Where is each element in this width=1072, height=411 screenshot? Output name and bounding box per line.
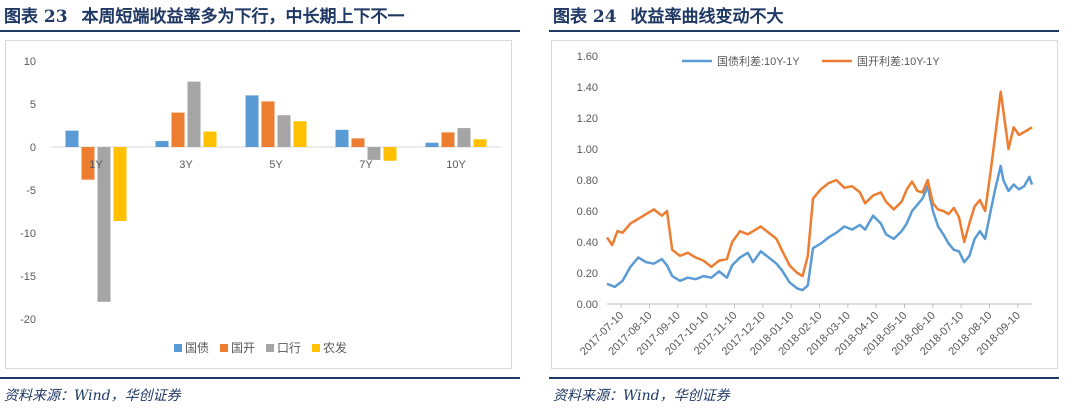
- bar-国债-7Y: [335, 129, 349, 147]
- y-tick-label: 0: [30, 142, 36, 154]
- bar-国开-3Y: [171, 112, 185, 147]
- left-panel: 图表 23 本周短端收益率多为下行，中长期上下不一 10 5 0 -5 -10 -15 -2…: [0, 0, 520, 411]
- y-tick-label: -5: [26, 185, 36, 197]
- legend-label-口行: 口行: [277, 341, 301, 355]
- right-figure-number: 图表 24: [553, 7, 617, 27]
- y-tick-label: -10: [20, 228, 36, 240]
- left-figure-title: 图表 23 本周短端收益率多为下行，中长期上下不一: [4, 2, 413, 27]
- bar-chart-frame: 10 5 0 -5 -10 -15 -20 1Y 3Y 5Y 7Y 10Y 国债 国开 口行 农发: [5, 40, 512, 369]
- y-tick-label: 0.60: [577, 206, 598, 218]
- x-category-label: 5Y: [269, 159, 283, 171]
- y-tick-label: 0.40: [577, 237, 598, 249]
- y-tick-label: 0.20: [577, 268, 598, 280]
- x-category-label: 10Y: [446, 159, 466, 171]
- left-figure-number: 图表 23: [4, 7, 68, 27]
- legend-label-国开: 国开: [231, 341, 255, 355]
- legend-swatch-口行: [266, 344, 274, 352]
- left-figure-caption: 本周短端收益率多为下行，中长期上下不一: [81, 7, 405, 27]
- series-line-国开利差:10Y-1Y: [605, 90, 1033, 278]
- x-category-label: 1Y: [89, 159, 103, 171]
- bar-农发-1Y: [113, 147, 127, 221]
- bar-农发-5Y: [293, 121, 307, 147]
- legend-label-国债利差:10Y-1Y: 国债利差:10Y-1Y: [717, 54, 800, 68]
- y-tick-label: -15: [20, 271, 36, 283]
- bar-口行-7Y: [367, 147, 381, 160]
- bar-国开-5Y: [261, 101, 275, 147]
- y-tick-label: 1.60: [577, 51, 598, 63]
- y-tick-label: 5: [30, 99, 36, 111]
- y-tick-label: 1.40: [577, 82, 598, 94]
- y-tick-label: 0.00: [577, 299, 598, 311]
- series-line-国债利差:10Y-1Y: [606, 164, 1034, 292]
- y-tick-label: 0.80: [577, 175, 598, 187]
- y-tick-label: -20: [20, 314, 36, 326]
- right-figure-title: 图表 24 收益率曲线变动不大: [553, 2, 792, 27]
- right-figure-caption: 收益率曲线变动不大: [630, 7, 784, 27]
- legend-label-国债: 国债: [185, 341, 209, 355]
- legend-swatch-国开: [220, 344, 228, 352]
- bar-国开-1Y: [81, 147, 95, 180]
- bar-口行-5Y: [277, 115, 291, 147]
- bar-国债-1Y: [65, 130, 79, 147]
- x-category-label: 3Y: [179, 159, 193, 171]
- legend-swatch-农发: [312, 344, 320, 352]
- bar-口行-10Y: [457, 128, 471, 147]
- bar-国债-3Y: [155, 140, 169, 147]
- y-tick-label: 1.00: [577, 144, 598, 156]
- bar-chart: 10 5 0 -5 -10 -15 -20 1Y 3Y 5Y 7Y 10Y 国债 国开 口行 农发: [20, 56, 501, 355]
- bar-国开-10Y: [441, 132, 455, 147]
- line-chart: 0.000.200.400.600.801.001.201.401.602017…: [577, 51, 1034, 358]
- y-tick-label: 10: [24, 56, 36, 68]
- legend-label-国开利差:10Y-1Y: 国开利差:10Y-1Y: [857, 54, 940, 68]
- x-category-label: 7Y: [359, 159, 373, 171]
- left-source-note: 资料来源：Wind，华创证券: [4, 388, 181, 404]
- bar-国开-7Y: [351, 138, 365, 147]
- legend-swatch-国债: [174, 344, 182, 352]
- legend-label-农发: 农发: [323, 340, 347, 355]
- y-tick-label: 1.20: [577, 113, 598, 125]
- bar-农发-3Y: [203, 131, 217, 147]
- bar-口行-3Y: [187, 81, 201, 147]
- right-source-rule: [549, 377, 1059, 379]
- left-title-rule: [0, 30, 520, 32]
- right-source-note: 资料来源：Wind，华创证券: [553, 388, 730, 404]
- right-title-rule: [549, 30, 1059, 32]
- left-source-rule: [0, 377, 520, 379]
- bar-农发-10Y: [473, 139, 487, 147]
- right-panel: 图表 24 收益率曲线变动不大 0.00 0.20 0.40 0.60 0.80 1.00…: [549, 0, 1059, 411]
- bar-国债-10Y: [425, 142, 439, 147]
- bar-国债-5Y: [245, 95, 259, 147]
- bar-口行-1Y: [97, 147, 111, 302]
- bar-农发-7Y: [383, 147, 397, 161]
- line-chart-frame: 0.00 0.20 0.40 0.60 0.80 1.00 1.20 1.40 1.60 2017…: [551, 40, 1058, 369]
